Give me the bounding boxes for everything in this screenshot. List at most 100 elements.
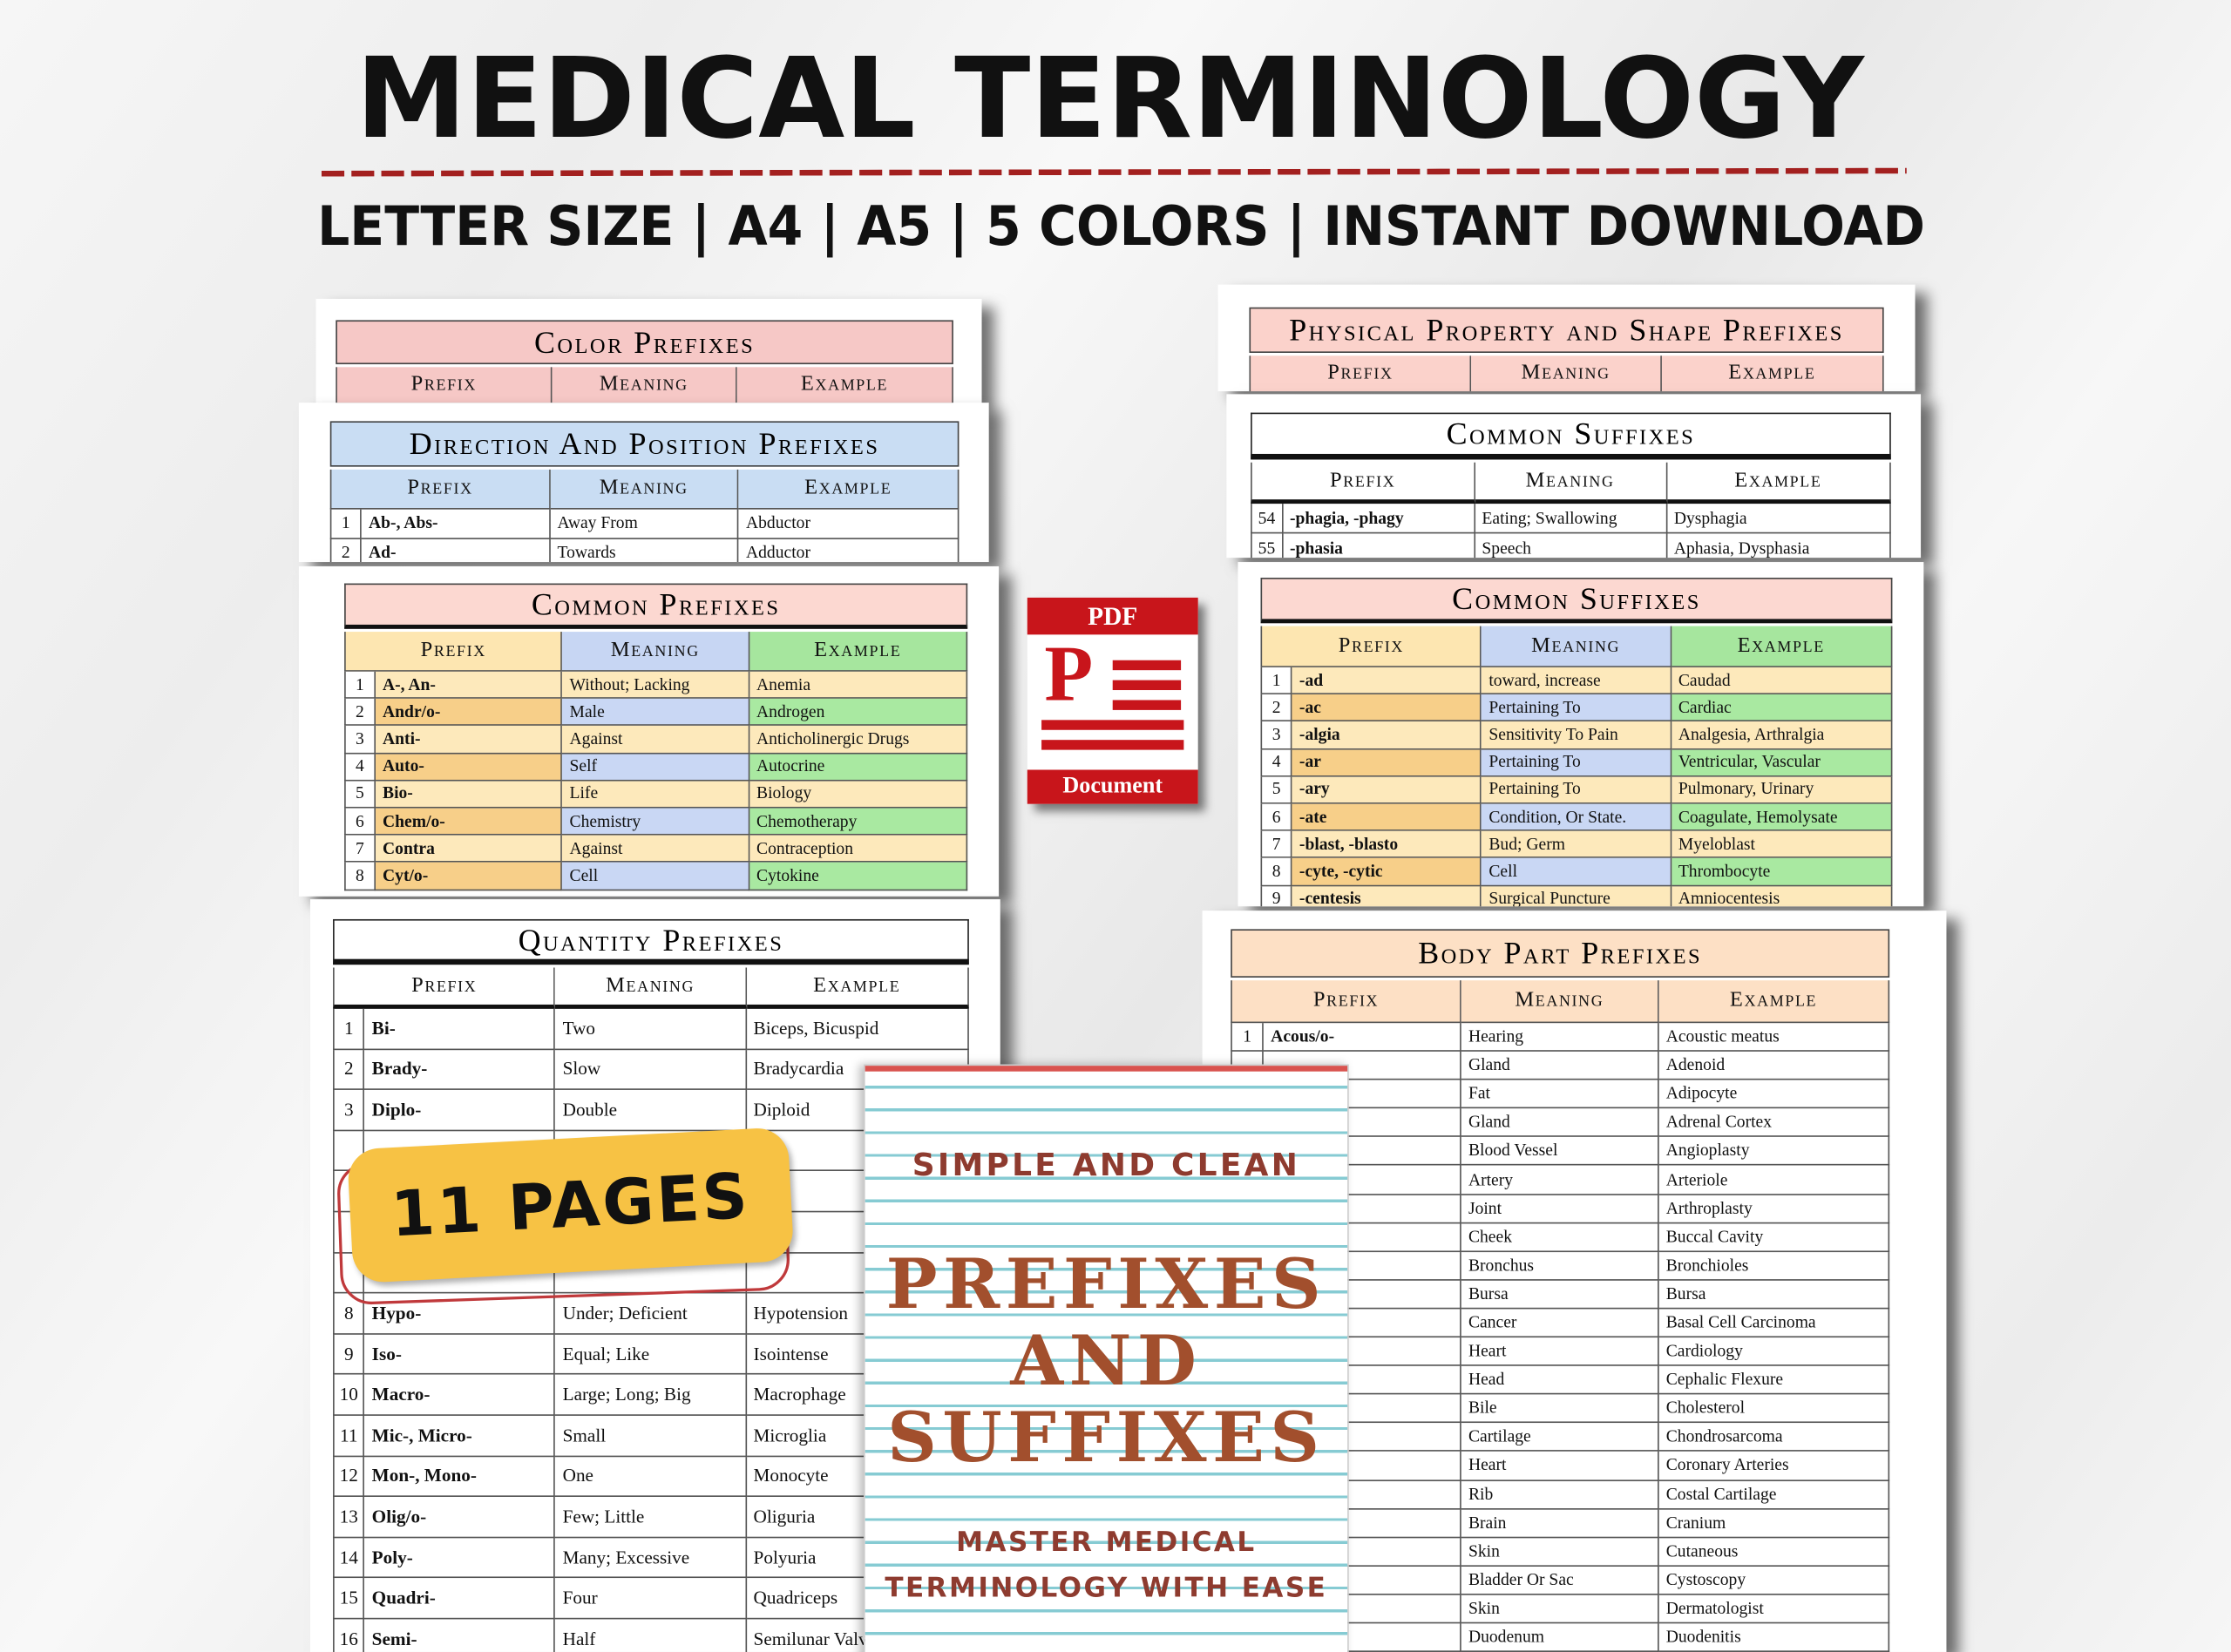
pdf-label: PDF [1027,597,1198,635]
header-row: Prefix Meaning Example [1260,626,1893,667]
cell: -blast, -blasto [1292,830,1482,859]
cell: Dermatologist [1658,1594,1890,1624]
column-header: Example [1661,355,1884,392]
cell: Bud; Germ [1482,830,1672,859]
sheet: Physical Property and Shape Prefixes Pref… [1217,284,1916,392]
sheet-title: Color Prefixes [336,320,953,365]
column-header: Example [736,367,953,404]
cell [1264,1195,1461,1223]
cell: Bronchus [1461,1251,1659,1281]
stripe [1112,700,1182,710]
cell [555,1253,747,1294]
cell: Against [562,726,749,754]
cell: Isointense [746,1334,969,1376]
cell: Bursa [1461,1280,1659,1310]
cell: -ary [1292,776,1482,804]
row-number: 15 [333,1578,365,1620]
column-header: Meaning [552,367,737,404]
cell: -ad [1292,667,1482,695]
cell: Small [555,1415,747,1457]
cell: Arteriole [1658,1166,1890,1195]
table-row: 8 Cyt/o- Cell Cytokine [344,863,968,890]
table-row: 3 -algia Sensitivity To Pain Analgesia, Art… [1260,721,1893,749]
cell: Sensitivity To Pain [1482,721,1672,749]
header-row: Prefix Meaning Example [336,367,953,404]
table-row: 2 Andr/o- Male Androgen [344,699,968,727]
sheet-title: Quantity Prefixes [333,918,969,965]
cell: Double [555,1090,747,1131]
row-number: 1 [1260,667,1292,695]
row-number: 55 [1251,533,1283,559]
cell: Thrombocyte [1671,858,1893,886]
table-row: 6 -ate Condition, Or State. Coagulate, Hemo… [1260,803,1893,831]
cover-tagline: SIMPLE AND CLEAN [912,1148,1301,1184]
cell [1264,1166,1461,1195]
cell: Anticholinergic Drugs [749,726,968,754]
cell: Contra [375,835,563,863]
cell: Chondrosarcoma [1658,1423,1890,1452]
cover-margin [865,1066,1348,1072]
cell [1264,1251,1461,1281]
cell: Cytokine [749,863,968,890]
cell: Brain [1461,1509,1659,1538]
table-row: 2 Ad- Towards Adductor [329,538,960,563]
cell: Adipocyte [1658,1080,1890,1109]
cell: Anti- [375,726,563,754]
row-number: 9 [1260,885,1292,907]
header-row: Prefix Meaning Example [1231,980,1890,1024]
row-number: 2 [329,538,362,563]
cell [1264,1537,1461,1567]
cell: Pulmonary, Urinary [1671,776,1893,804]
cell: Head [1461,1365,1659,1395]
cell: -ar [1292,748,1482,777]
badge: 11 PAGES [346,1127,795,1284]
row-number: 8 [344,863,376,890]
cell: Male [562,699,749,727]
stripe [1112,680,1182,691]
cell: Heart [1461,1337,1659,1366]
cell: Rib [1461,1480,1659,1510]
cell: Oliguria [746,1497,969,1538]
table-row: 1 Bi- Two Biceps, Bicuspid [333,1008,969,1050]
row-number: 6 [344,808,376,836]
cell: Gland [1461,1108,1659,1138]
cell [1264,1051,1461,1080]
cell: Bradycardia [746,1049,969,1091]
cell: Arthroplasty [1658,1195,1890,1223]
row-number: 4 [1260,748,1292,777]
cell: -cyte, -cytic [1292,858,1482,886]
cell: Towards [550,538,739,563]
column-header: Example [738,469,960,510]
table-row: Rib Costal Cartilage [1231,1480,1890,1510]
cell: Olig/o- [364,1497,556,1538]
cell: Mon-, Mono- [364,1456,556,1498]
cell: Semi- [365,1619,556,1652]
header: MEDICAL TERMINOLOGY LETTER SIZE | A4 | A… [317,35,1925,259]
table-row: Brain Cranium [1231,1509,1890,1538]
table-row: 4 -ar Pertaining To Ventricular, Vascular [1260,748,1893,777]
table-row: 9 -centesis Surgical Puncture Amniocentesis [1260,885,1893,907]
row-number: 9 [333,1334,365,1376]
cell: Ad- [362,538,551,563]
cell: -phagia, -phagy [1282,504,1475,534]
cell: Away From [550,509,739,539]
cell: Few; Little [555,1497,747,1538]
table-row: 13 Olig/o- Few; Little Oliguria [333,1497,969,1538]
cell: Eating; Swallowing [1475,504,1667,534]
column-header: Example [746,967,969,1009]
row-number: 8 [1260,858,1292,886]
cell: Ventricular, Vascular [1671,748,1893,777]
table: Quantity Prefixes Prefix Meaning Example 1 Bi… [333,918,969,1652]
sheet: Common Suffixes Prefix Meaning Example 54 -ph… [1226,394,1922,559]
row-number: 5 [344,781,376,809]
cell [1264,1280,1461,1310]
cell: Against [562,835,749,863]
column-header: Meaning [1461,980,1659,1024]
table-row: 16 Semi- Half Semilunar Valve [333,1619,969,1652]
stripe [1041,720,1184,730]
header-row: Prefix Meaning Example [329,469,960,510]
cell: Condition, Or State. [1482,803,1672,831]
cell: Amniocentesis [1671,885,1893,907]
cell: Duodenitis [1658,1623,1890,1652]
cell: Hypo- [364,1293,556,1335]
